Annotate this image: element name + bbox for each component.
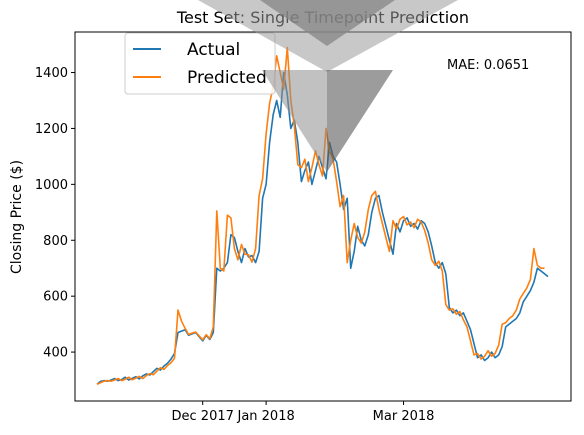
y-tick-label: 600 (43, 290, 68, 305)
x-tick-label: Dec 2017 (172, 409, 234, 424)
x-tick-label: Mar 2018 (373, 409, 435, 424)
x-tick-label: Jan 2018 (236, 409, 294, 424)
legend-label: Predicted (187, 68, 267, 88)
y-tick-label: 800 (43, 234, 68, 249)
series-line-predicted (96, 46, 545, 385)
legend-box (124, 32, 276, 95)
y-tick-label: 1200 (35, 122, 68, 137)
legend-label: Actual (187, 40, 240, 60)
y-tick-label: 1000 (35, 178, 68, 193)
y-axis-label: Closing Price ($) (9, 160, 25, 274)
plot-area: 400 600 800 1000 1200 1400 Dec 2017 Jan 2018 Mar… (35, 0, 572, 424)
overlay-wedge-left (262, 70, 327, 172)
y-tick-label: 1400 (35, 66, 68, 81)
y-tick-label: 400 (43, 346, 68, 361)
overlay-wedge-right (327, 70, 393, 172)
mae-annotation: MAE: 0.0651 (447, 58, 529, 73)
overlay-chevron-mid (198, 0, 458, 72)
